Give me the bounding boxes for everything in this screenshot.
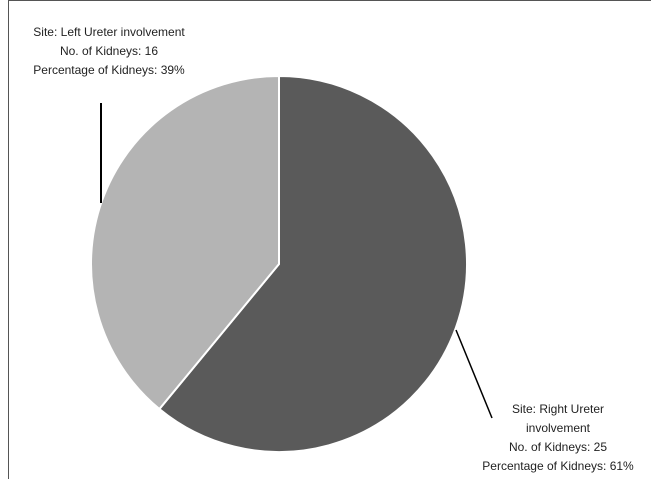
pie-slice-left-ureter [90,74,280,411]
leader-line-right [455,329,493,419]
pie-slices [90,74,468,453]
label-right-percent: Percentage of Kidneys: 61% [482,459,634,473]
label-right-site-line1: Site: Right Ureter [512,402,604,416]
label-right-site-line2: involvement [526,421,591,435]
chart-frame [8,0,651,479]
pie-slice-right-ureter [157,74,468,453]
label-left-count: No. of Kidneys: 16 [60,44,158,58]
data-label-right-ureter: Site: Right Ureter involvement No. of Ki… [482,402,634,473]
label-left-percent: Percentage of Kidneys: 39% [33,63,185,77]
data-label-left-ureter: Site: Left Ureter involvement No. of Kid… [33,25,185,77]
label-right-count: No. of Kidneys: 25 [509,440,607,454]
label-left-site: Site: Left Ureter involvement [33,25,185,39]
